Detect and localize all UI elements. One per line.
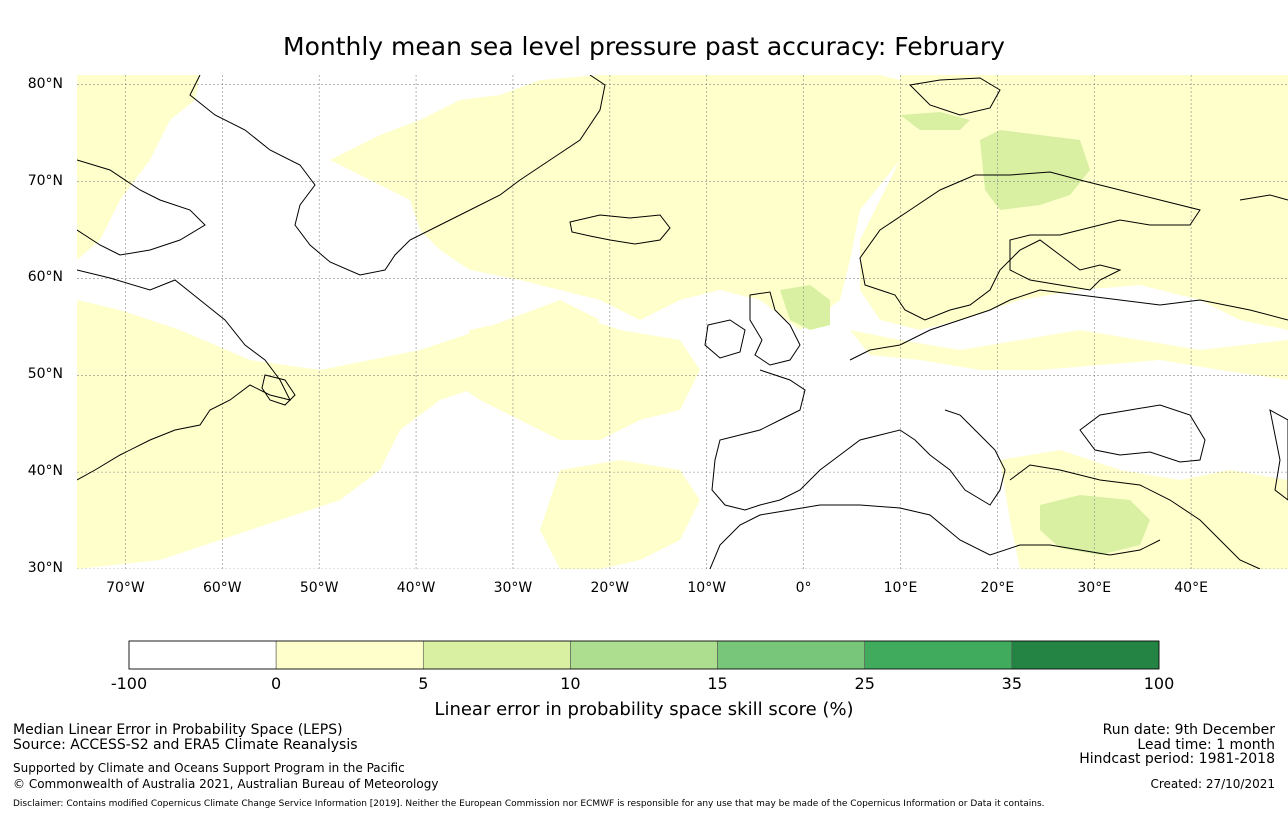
lat-label: 40°N (27, 463, 63, 480)
colorbar-tick-label: 25 (854, 674, 875, 693)
skill-region-europe-band (850, 330, 1288, 380)
colorbar (128, 640, 1160, 670)
footer-hindcast: Hindcast period: 1981-2018 (1079, 751, 1275, 767)
skill-region-norway-green (900, 112, 970, 130)
footer-created: Created: 27/10/2021 (1150, 777, 1275, 791)
colorbar-tick-label: 100 (1143, 674, 1175, 693)
colorbar-segment (128, 640, 277, 670)
colorbar-segment (864, 640, 1013, 670)
colorbar-tick-label: 5 (418, 674, 429, 693)
skill-region-west-south (77, 420, 200, 560)
page-title: Monthly mean sea level pressure past acc… (283, 32, 1005, 61)
footer-lead-time: Lead time: 1 month (1137, 737, 1275, 753)
coast-ireland (704, 319, 746, 359)
lon-label: 20°W (590, 580, 630, 596)
lon-label: 40°E (1174, 580, 1208, 596)
gridlines (77, 75, 1288, 569)
lon-label: 70°W (106, 580, 145, 596)
coast-britain (749, 291, 801, 366)
colorbar-title: Linear error in probability space skill … (434, 699, 854, 720)
skill-region-north-atlantic (330, 75, 900, 330)
skill-region-arctic-east (860, 75, 1288, 330)
colorbar-outline (128, 640, 1160, 670)
footer-disclaimer: Disclaimer: Contains modified Copernicus… (13, 799, 1045, 809)
lat-label: 70°N (27, 172, 63, 189)
coast-north-africa (709, 504, 1161, 569)
coast-black-sea (1079, 404, 1206, 463)
footer-source: Source: ACCESS-S2 and ERA5 Climate Reana… (13, 737, 358, 753)
coast-continental-europe (849, 289, 1288, 361)
lon-label: 30°W (493, 580, 533, 596)
colorbar-segment (275, 640, 424, 670)
skill-region-turkey-green (1040, 495, 1150, 555)
lon-label: 0° (795, 580, 812, 596)
coast-svalbard (908, 77, 1001, 116)
lat-label: 60°N (27, 269, 63, 286)
lat-label: 80°N (27, 75, 63, 92)
colorbar-segment (422, 640, 571, 670)
skill-region-atlantic-south (540, 460, 700, 569)
colorbar-tick-label: 35 (1001, 674, 1023, 693)
footer-copyright: © Commonwealth of Australia 2021, Austra… (13, 777, 439, 791)
skill-region-scandinavia-green (980, 130, 1090, 210)
map-area (77, 75, 1288, 569)
colorbar-segment (717, 640, 866, 670)
lon-label: 60°W (202, 580, 242, 596)
colorbar-tick-label: 0 (271, 674, 282, 693)
coast-greenland (189, 75, 606, 276)
colorbar-segment (570, 640, 718, 670)
lat-label: 50°N (27, 366, 63, 383)
colorbar-tick-label: -100 (110, 674, 148, 693)
coast-caspian (1269, 409, 1288, 501)
footer-support: Supported by Climate and Oceans Support … (13, 761, 405, 775)
skill-score-fill (77, 75, 1288, 569)
lon-label: 40°W (396, 580, 436, 596)
coast-labrador (77, 269, 291, 481)
colorbar-tick-label: 10 (560, 674, 581, 693)
skill-region-uk-green (780, 285, 830, 330)
coast-scandinavia (859, 171, 1201, 321)
coast-east-edge (1239, 194, 1288, 201)
coast-iceland (569, 214, 671, 245)
colorbar-tick-label: 15 (707, 674, 728, 693)
lat-label: 30°N (27, 560, 63, 576)
colorbar-segment (1011, 640, 1160, 670)
lon-label: 20°E (980, 580, 1015, 596)
coast-baffin (77, 159, 206, 256)
coast-newfoundland (261, 374, 296, 406)
lon-label: 10°E (883, 580, 918, 596)
skill-region-west-atlantic (77, 75, 200, 260)
coastlines (77, 75, 1288, 569)
coast-iberia (711, 369, 1006, 511)
coast-anatolia (1009, 464, 1261, 569)
lon-label: 10°W (687, 580, 727, 596)
footer-method: Median Linear Error in Probability Space… (13, 722, 343, 738)
footer-run-date: Run date: 9th December (1102, 722, 1275, 738)
lon-label: 30°E (1077, 580, 1112, 596)
lon-label: 50°W (299, 580, 339, 596)
